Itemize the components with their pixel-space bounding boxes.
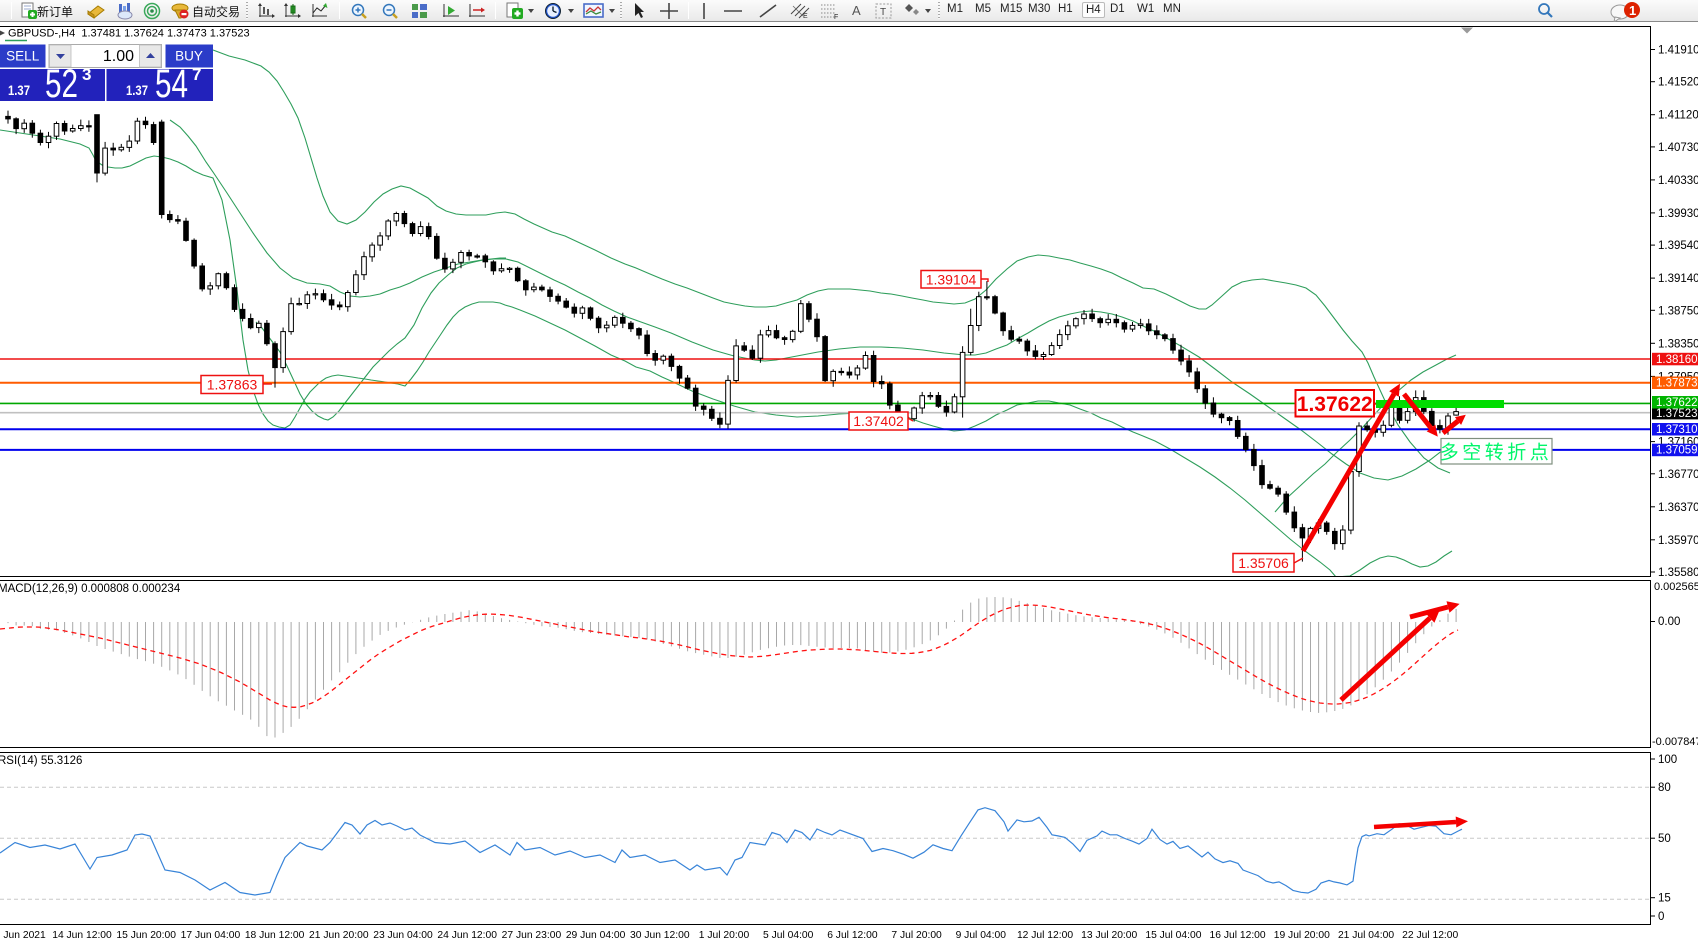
- svg-text:1.36770: 1.36770: [1658, 469, 1698, 481]
- svg-text:多空转折点: 多空转折点: [1440, 442, 1553, 464]
- svg-text:1.00: 1.00: [103, 48, 134, 65]
- svg-text:1.38750: 1.38750: [1658, 305, 1698, 317]
- svg-text:7 Jul 20:00: 7 Jul 20:00: [891, 930, 942, 941]
- svg-text:1.39140: 1.39140: [1658, 273, 1698, 285]
- svg-text:1.35970: 1.35970: [1658, 535, 1698, 547]
- svg-text:18 Jun 12:00: 18 Jun 12:00: [245, 930, 305, 941]
- svg-text:14 Jun 12:00: 14 Jun 12:00: [52, 930, 112, 941]
- svg-text:13 Jul 20:00: 13 Jul 20:00: [1081, 930, 1137, 941]
- svg-text:F: F: [834, 14, 838, 20]
- svg-text:15: 15: [1658, 893, 1671, 905]
- svg-text:1: 1: [1629, 3, 1636, 18]
- svg-text:-0.007847: -0.007847: [1652, 736, 1698, 748]
- svg-text:1.37622: 1.37622: [1656, 397, 1698, 409]
- svg-text:17 Jun 04:00: 17 Jun 04:00: [181, 930, 241, 941]
- svg-text:9 Jul 04:00: 9 Jul 04:00: [956, 930, 1007, 941]
- svg-text:1.39540: 1.39540: [1658, 240, 1698, 252]
- svg-text:23 Jun 04:00: 23 Jun 04:00: [373, 930, 433, 941]
- svg-text:27 Jun 23:00: 27 Jun 23:00: [502, 930, 562, 941]
- svg-text:52: 52: [45, 62, 78, 106]
- svg-text:30 Jun 12:00: 30 Jun 12:00: [630, 930, 690, 941]
- svg-text:1.35706: 1.35706: [1238, 555, 1289, 571]
- svg-text:1 Jul 20:00: 1 Jul 20:00: [699, 930, 750, 941]
- svg-text:7: 7: [192, 65, 201, 84]
- svg-text:6 Jul 12:00: 6 Jul 12:00: [827, 930, 878, 941]
- svg-text:15 Jun 20:00: 15 Jun 20:00: [116, 930, 176, 941]
- svg-text:1.40330: 1.40330: [1658, 175, 1698, 187]
- svg-text:BUY: BUY: [175, 49, 203, 64]
- svg-text:SELL: SELL: [6, 49, 40, 64]
- svg-text:MACD(12,26,9) 0.000808 0.00023: MACD(12,26,9) 0.000808 0.000234: [0, 583, 181, 595]
- svg-text:E: E: [803, 13, 808, 20]
- svg-text:T: T: [880, 7, 886, 18]
- svg-text:19 Jul 20:00: 19 Jul 20:00: [1274, 930, 1330, 941]
- svg-text:1.37: 1.37: [8, 83, 30, 98]
- svg-text:3: 3: [82, 65, 91, 84]
- svg-text:1.37310: 1.37310: [1656, 424, 1698, 436]
- svg-text:1.37622: 1.37622: [1297, 393, 1373, 416]
- svg-text:50: 50: [1658, 833, 1671, 845]
- svg-text:1.41120: 1.41120: [1658, 110, 1698, 122]
- svg-text:1.41910: 1.41910: [1658, 45, 1698, 57]
- svg-text:1.37523: 1.37523: [1656, 408, 1698, 420]
- svg-text:1.40730: 1.40730: [1658, 142, 1698, 154]
- svg-text:1.36370: 1.36370: [1658, 502, 1698, 514]
- svg-text:29 Jun 04:00: 29 Jun 04:00: [566, 930, 626, 941]
- svg-text:1.37402: 1.37402: [853, 413, 904, 429]
- svg-text:1.38160: 1.38160: [1656, 354, 1698, 366]
- svg-text:0.00: 0.00: [1658, 616, 1680, 628]
- svg-text:12 Jul 12:00: 12 Jul 12:00: [1017, 930, 1073, 941]
- svg-text:100: 100: [1658, 754, 1677, 766]
- svg-text:5 Jul 04:00: 5 Jul 04:00: [763, 930, 814, 941]
- svg-text:11 Jun 2021: 11 Jun 2021: [0, 930, 46, 941]
- svg-text:1.37863: 1.37863: [207, 377, 258, 393]
- svg-text:GBPUSD-,H4 1.37481 1.37624 1.: GBPUSD-,H4 1.37481 1.37624 1.37473 1.375…: [8, 28, 250, 40]
- svg-text:16 Jul 12:00: 16 Jul 12:00: [1210, 930, 1266, 941]
- svg-text:1.39930: 1.39930: [1658, 208, 1698, 220]
- svg-text:80: 80: [1658, 782, 1671, 794]
- svg-text:21 Jul 04:00: 21 Jul 04:00: [1338, 930, 1394, 941]
- svg-text:0: 0: [1658, 911, 1664, 923]
- svg-text:1.37: 1.37: [126, 83, 148, 98]
- svg-text:15 Jul 04:00: 15 Jul 04:00: [1145, 930, 1201, 941]
- svg-text:1.39104: 1.39104: [926, 271, 977, 287]
- svg-text:22 Jul 12:00: 22 Jul 12:00: [1402, 930, 1458, 941]
- svg-text:54: 54: [155, 62, 188, 106]
- svg-text:0.002565: 0.002565: [1654, 581, 1698, 593]
- svg-text:1.37059: 1.37059: [1656, 445, 1698, 457]
- svg-text:1.41520: 1.41520: [1658, 77, 1698, 89]
- svg-text:21 Jun 20:00: 21 Jun 20:00: [309, 930, 369, 941]
- svg-text:1.37873: 1.37873: [1656, 378, 1698, 390]
- svg-text:RSI(14) 55.3126: RSI(14) 55.3126: [0, 755, 82, 767]
- svg-text:1.38350: 1.38350: [1658, 338, 1698, 350]
- svg-text:24 Jun 12:00: 24 Jun 12:00: [437, 930, 497, 941]
- svg-text:1.35580: 1.35580: [1658, 567, 1698, 579]
